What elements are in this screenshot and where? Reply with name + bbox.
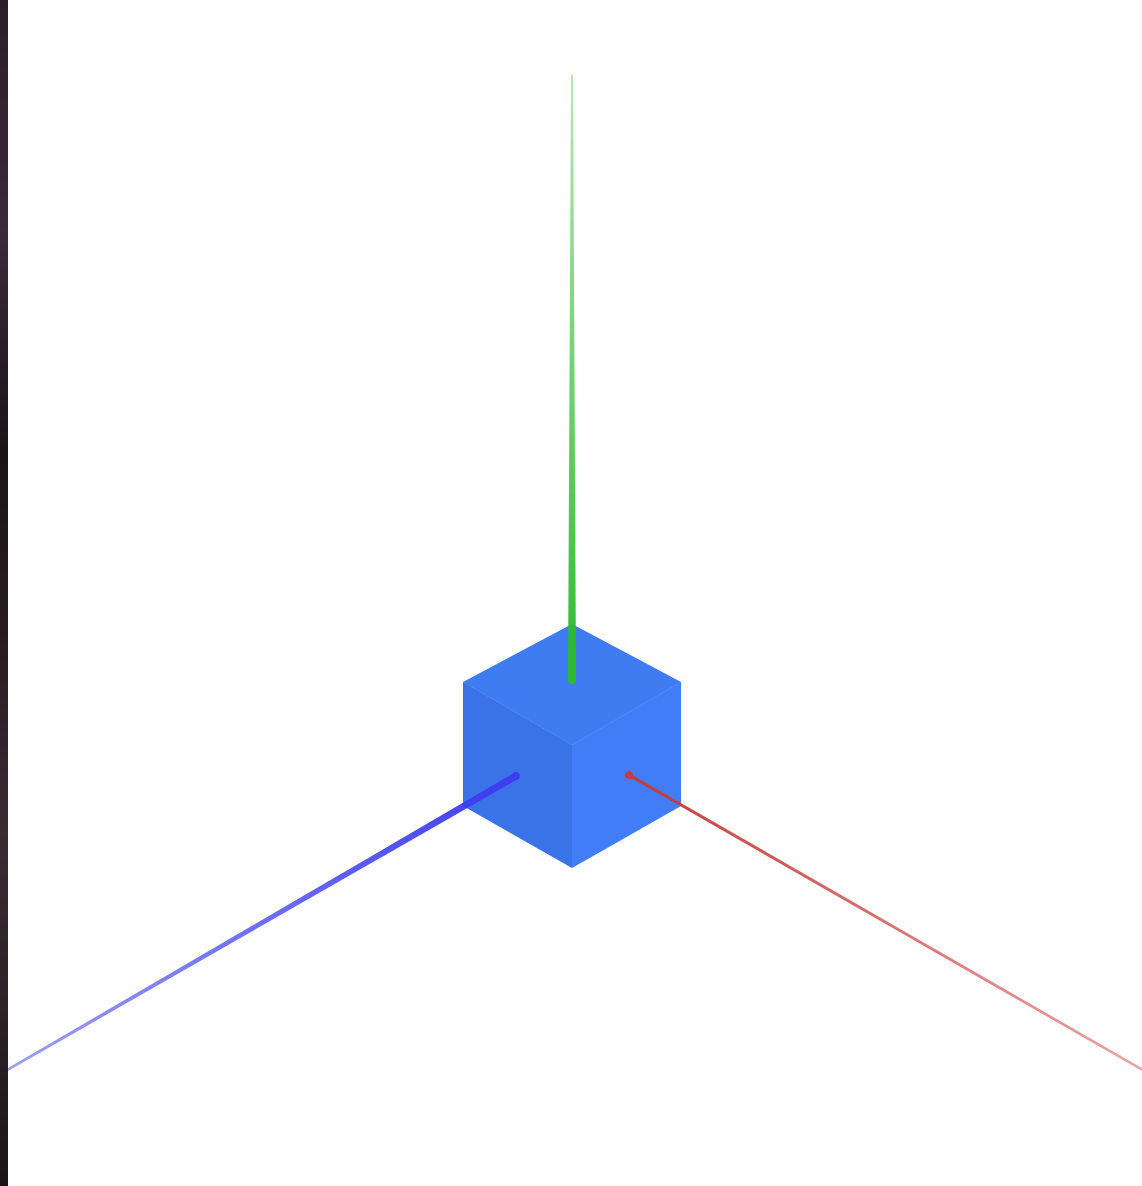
x-axis: [627, 772, 1142, 1071]
scene-canvas[interactable]: [8, 0, 1142, 1186]
z-axis-cap: [512, 772, 520, 780]
cube-top-face: [463, 624, 681, 745]
y-axis-cap: [568, 676, 576, 684]
axes: [8, 75, 1142, 1071]
3d-viewport[interactable]: [8, 0, 1142, 1186]
x-axis-cap: [625, 771, 633, 779]
y-axis: [568, 75, 576, 680]
window-edge: [0, 0, 8, 1186]
z-axis: [8, 773, 518, 1071]
